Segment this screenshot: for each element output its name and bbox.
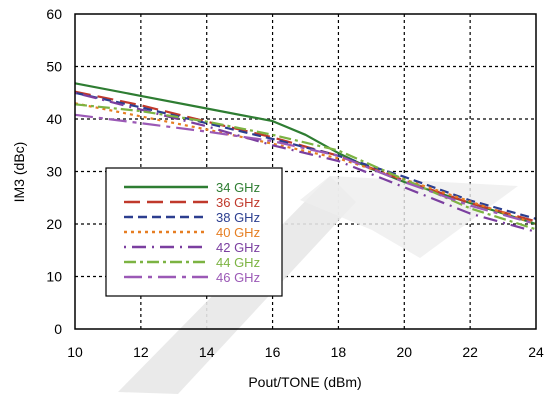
series-line-36-ghz — [74, 90, 537, 223]
series-line-42-ghz — [74, 91, 537, 233]
legend-label: 34 GHz — [216, 180, 260, 195]
y-tick-label: 0 — [54, 321, 62, 337]
y-tick-label: 30 — [46, 164, 62, 180]
x-tick-label: 20 — [396, 344, 412, 360]
series-line-44-ghz — [74, 103, 537, 231]
x-axis-label: Pout/TONE (dBm) — [248, 374, 361, 390]
x-tick-labels: 10 12 14 16 18 20 22 24 — [67, 344, 544, 360]
x-tick-label: 16 — [265, 344, 281, 360]
legend-label: 44 GHz — [216, 255, 260, 270]
y-tick-label: 50 — [46, 59, 62, 75]
series-layer — [74, 82, 537, 233]
y-tick-label: 40 — [46, 111, 62, 127]
legend-label: 36 GHz — [216, 195, 260, 210]
x-tick-label: 10 — [67, 344, 83, 360]
legend-label: 38 GHz — [216, 210, 260, 225]
x-tick-label: 24 — [528, 344, 544, 360]
legend-label: 40 GHz — [216, 225, 260, 240]
y-tick-labels: 0 10 20 30 40 50 60 — [46, 6, 62, 337]
y-tick-label: 60 — [46, 6, 62, 22]
x-tick-label: 18 — [331, 344, 347, 360]
legend-label: 42 GHz — [216, 240, 260, 255]
plot-frame — [74, 13, 537, 330]
x-tick-label: 12 — [133, 344, 149, 360]
x-tick-label: 14 — [199, 344, 215, 360]
series-line-46-ghz — [74, 113, 537, 226]
legend-label: 46 GHz — [216, 270, 260, 285]
y-tick-label: 10 — [46, 269, 62, 285]
series-line-38-ghz — [74, 91, 537, 220]
y-tick-label: 20 — [46, 216, 62, 232]
y-axis-label: IM3 (dBc) — [11, 142, 27, 203]
series-line-40-ghz — [74, 102, 537, 226]
x-tick-label: 22 — [462, 344, 478, 360]
